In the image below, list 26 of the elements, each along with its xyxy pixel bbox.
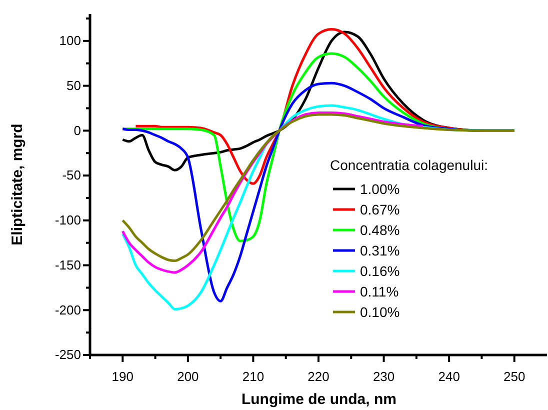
legend-label: 0.16% (360, 263, 400, 279)
y-tick-label: 50 (66, 78, 81, 93)
legend-label: 0.31% (360, 242, 400, 258)
legend-label: 0.67% (360, 202, 400, 218)
y-tick-label: -250 (54, 347, 81, 362)
y-axis-title: Elipticitate, mgrd (9, 124, 26, 246)
legend-label: 0.10% (360, 304, 400, 320)
x-tick-label: 250 (504, 368, 526, 384)
x-tick-label: 240 (438, 368, 460, 384)
x-tick-label: 230 (372, 368, 395, 384)
y-tick-label: 0 (74, 122, 81, 138)
legend-label: 0.48% (360, 222, 400, 238)
y-tick-label: -50 (62, 168, 81, 183)
y-tick-label: -100 (54, 212, 81, 228)
legend-label: 0.11% (360, 284, 399, 300)
x-tick-label: 200 (177, 368, 199, 384)
x-tick-label: 220 (308, 368, 330, 384)
line-series (121, 113, 516, 262)
legend-title: Concentratia colagenului: (330, 157, 488, 173)
y-tick-label: -150 (54, 257, 81, 272)
x-tick-label: 210 (242, 368, 264, 384)
y-tick-label: 100 (59, 33, 81, 48)
legend-label: 1.00% (360, 181, 400, 197)
x-tick-label: 190 (112, 368, 134, 384)
y-tick-label: -200 (54, 302, 81, 318)
x-axis-title: Lungime de unda, nm (241, 391, 397, 408)
